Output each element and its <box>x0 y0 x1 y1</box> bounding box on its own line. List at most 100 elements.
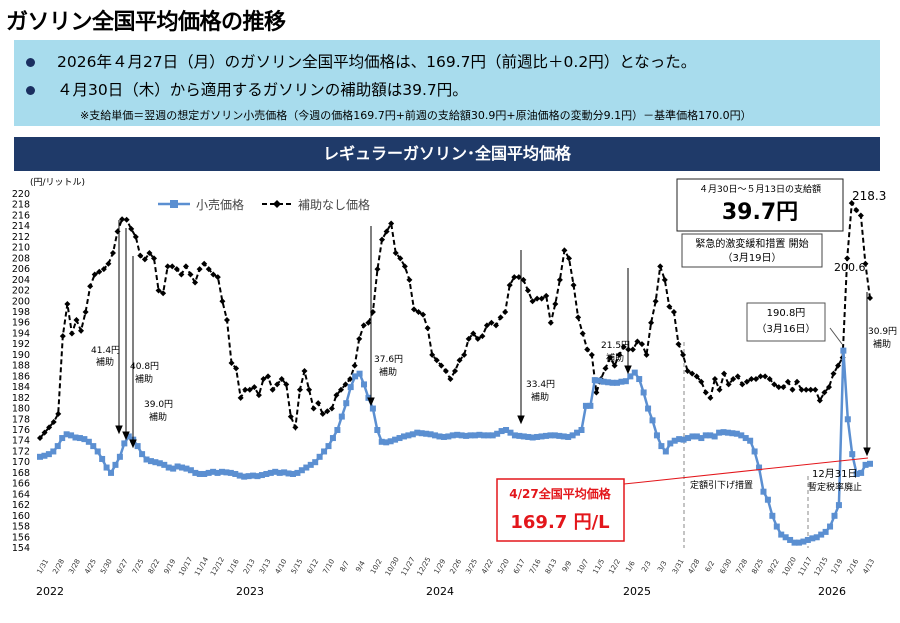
unsubsidized-price-point <box>547 319 554 326</box>
retail-price-point <box>862 461 869 468</box>
retail-price-point <box>396 435 403 442</box>
x-axis: 1/31 2/28 3/28 4/25 5/30 6/27 7/25 8/22 9/19 10/1… <box>35 555 876 598</box>
unsubsidized-price-point <box>151 255 158 262</box>
y-tick-label: 200 <box>12 296 30 307</box>
subsidy-word-label: 補助 <box>531 391 549 403</box>
chart-banner: レギュラーガソリン･全国平均価格 <box>14 137 880 171</box>
unsubsidized-price-point <box>155 287 162 294</box>
y-tick-label: 218 <box>12 200 30 211</box>
callout-pointer <box>829 327 843 345</box>
retail-price-point <box>667 440 674 447</box>
unsubsidized-price-point <box>114 228 121 235</box>
retail-price-point <box>751 448 758 455</box>
subsidy-word-label: 補助 <box>96 356 114 368</box>
x-tick-label: 6/30 <box>719 558 734 576</box>
x-tick-label: 7/25 <box>131 558 146 576</box>
unsubsidized-price-point <box>146 250 153 256</box>
retail-price-point <box>316 453 323 460</box>
unsubsidized-price-point <box>429 351 436 358</box>
unsubsidized-price-point <box>867 295 873 302</box>
unsubsidized-price-point <box>201 260 208 267</box>
unsubsidized-price-point <box>743 378 750 385</box>
retail-price-point <box>54 443 61 450</box>
retail-price-point <box>409 431 416 438</box>
retail-price-point <box>658 443 665 450</box>
x-tick-label: 6/12 <box>306 558 321 576</box>
unsubsidized-price-point <box>794 378 801 385</box>
retail-price-point <box>214 469 221 476</box>
subsidy-amount-label: 39.0円 <box>144 399 173 410</box>
retail-price-point <box>605 379 612 386</box>
unsubsidized-price-point <box>579 330 586 337</box>
unsubsidized-price-point <box>602 365 609 372</box>
retail-price-point <box>778 531 785 538</box>
retail-price-point <box>174 463 181 470</box>
unsubsidized-price-point <box>702 389 709 396</box>
y-tick-label: 184 <box>12 382 30 393</box>
latest-price-value: 169.7 円/L <box>510 512 609 533</box>
peak-retail-value: 190.8円 <box>767 308 806 319</box>
x-tick-label: 1/31 <box>35 558 50 576</box>
retail-price-point <box>809 535 816 542</box>
unsubsidized-price-point <box>78 327 85 334</box>
unsubsidized-price-point <box>684 368 691 374</box>
unsubsidized-price-point <box>442 368 449 374</box>
retail-price-point <box>37 453 43 460</box>
unsubsidized-price-point <box>55 410 62 417</box>
retail-price-point <box>467 432 474 439</box>
retail-price-point <box>693 433 700 440</box>
tax-repeal-label: 暫定税率廃止 <box>808 481 862 493</box>
retail-price-point <box>258 472 265 479</box>
retail-price-point <box>640 389 647 396</box>
retail-price-point <box>560 433 567 440</box>
unsubsidized-price-point <box>392 250 399 256</box>
arrow-head-icon <box>517 415 525 425</box>
retail-price-point <box>733 430 740 437</box>
unsubsidized-price-point <box>68 330 75 337</box>
retail-price-point <box>494 430 501 437</box>
retail-price-point <box>267 469 274 476</box>
unsubsidized-price-point <box>570 282 577 289</box>
unsubsidized-price-point <box>219 298 226 305</box>
y-tick-label: 194 <box>12 328 30 339</box>
unsubsidized-price-point <box>214 274 221 281</box>
retail-price-point <box>156 460 163 467</box>
x-tick-label: 11/27 <box>400 556 417 577</box>
unsubsidized-price-point <box>479 333 486 340</box>
retail-price-point <box>596 377 603 384</box>
retail-price-point <box>742 435 749 442</box>
unsubsidized-price-point <box>123 216 130 223</box>
retail-price-point <box>698 435 705 442</box>
retail-price-point <box>631 369 638 376</box>
unsubsidized-price-point <box>182 263 189 270</box>
unsubsidized-price-point <box>524 287 531 294</box>
retail-price-point <box>436 433 443 440</box>
x-tick-label: 6/17 <box>512 558 527 576</box>
unsubsidized-price-point <box>716 386 723 393</box>
x-tick-label: 4/13 <box>861 558 876 576</box>
retail-price-point <box>858 469 865 476</box>
legend-retail-marker-icon <box>170 200 178 208</box>
retail-price-point <box>307 461 314 468</box>
retail-price-point <box>423 430 430 437</box>
retail-price-point <box>281 469 288 476</box>
unsubsidized-price-point <box>643 351 650 358</box>
unsubsidized-price-point <box>766 376 773 383</box>
unsubsidized-price-point <box>365 319 372 326</box>
unsubsidized-price-point <box>853 207 860 214</box>
retail-price-point <box>245 473 252 480</box>
retail-price-point <box>103 464 110 471</box>
retail-price-point <box>418 430 425 437</box>
unsubsidized-price-point <box>529 298 536 305</box>
latest-price-box <box>496 478 625 542</box>
unsubsidized-price-point <box>566 255 573 262</box>
retail-price-point <box>844 416 851 423</box>
unsubsidized-price-point <box>821 389 828 396</box>
retail-price-point <box>161 461 168 468</box>
x-tick-label: 9/4 <box>354 559 367 573</box>
x-tick-label: 12/2 <box>607 558 622 576</box>
retail-price-point <box>525 433 532 440</box>
unsubsidized-price-point <box>196 266 203 273</box>
retail-price-point <box>338 413 345 420</box>
retail-price-point <box>187 467 194 474</box>
